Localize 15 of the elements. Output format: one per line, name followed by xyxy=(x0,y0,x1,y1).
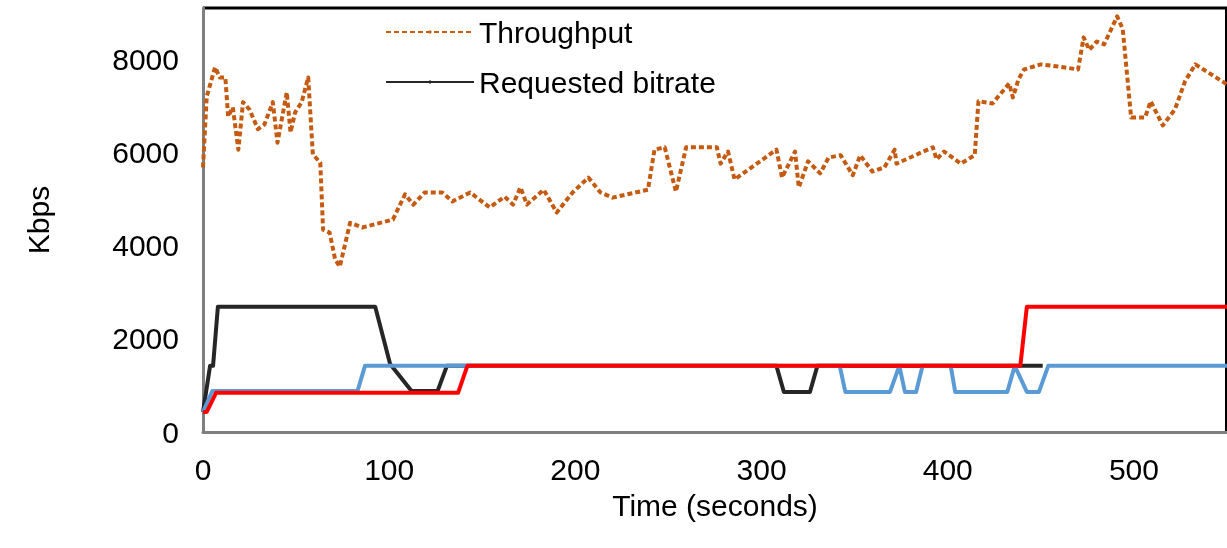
x-tick-label: 100 xyxy=(364,452,415,486)
x-tick-label: 200 xyxy=(550,452,601,486)
y-axis-title: Kbps xyxy=(21,185,55,255)
x-tick-label: 300 xyxy=(736,452,787,486)
x-tick-label: 400 xyxy=(922,452,973,486)
legend-label: Throughput xyxy=(479,15,634,49)
x-tick-label: 500 xyxy=(1108,452,1159,486)
x-axis-title: Time (seconds) xyxy=(612,488,818,522)
y-tick-label: 4000 xyxy=(112,229,179,263)
y-tick-label: 0 xyxy=(162,415,179,449)
legend-label: Requested bitrate xyxy=(479,65,716,99)
x-tick-label: 0 xyxy=(194,452,212,486)
y-tick-label: 6000 xyxy=(112,135,179,169)
y-tick-label: 8000 xyxy=(112,42,179,76)
y-tick-label: 2000 xyxy=(112,322,179,356)
